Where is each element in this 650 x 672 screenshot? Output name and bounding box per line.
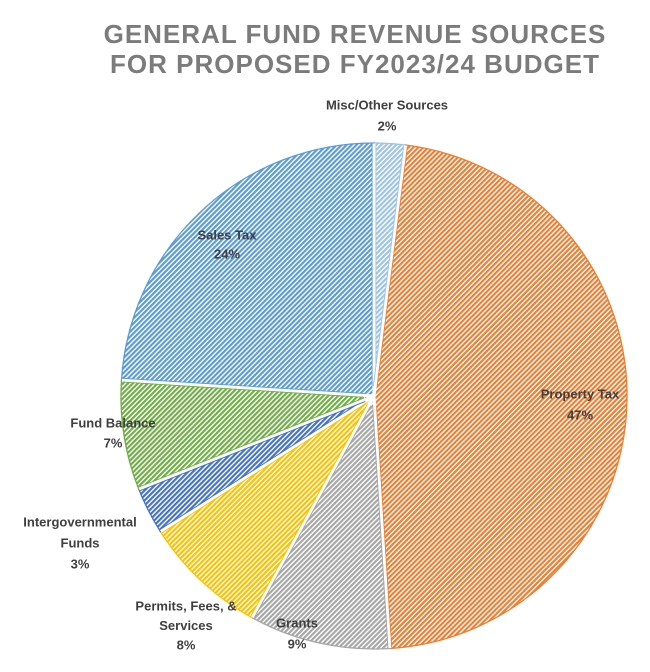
slice-label-sales-line-2: 24% (214, 246, 240, 261)
chart-title-line-2: FOR PROPOSED FY2023/24 BUDGET (110, 49, 600, 79)
slice-label-property-line-2: 47% (567, 407, 593, 422)
slice-label-misc-line-2: 2% (378, 118, 397, 133)
slice-edge-line (372, 406, 389, 648)
slice-edge-line (140, 401, 366, 491)
slice-edge-line (159, 399, 365, 530)
slice-label-fund-line-1: Fund Balance (70, 415, 155, 430)
slice-edge-line (372, 145, 405, 386)
slice-label-misc-line-1: Misc/Other Sources (326, 97, 448, 112)
slice-separator (372, 395, 392, 649)
slice-edge-line (138, 397, 365, 488)
slice-separator (121, 378, 375, 398)
pie-slice-grants (251, 393, 391, 650)
slice-label-permits-line-2: Services (159, 618, 213, 633)
slice-separator (160, 394, 375, 533)
slice-label-intergov-line-2: Funds (61, 535, 100, 550)
chart-title-line-1: GENERAL FUND REVENUE SOURCES (103, 19, 607, 49)
slice-label-grants-line-1: Grants (276, 615, 318, 630)
slice-separator (251, 395, 376, 618)
slice-edge-line (253, 405, 372, 618)
slice-label-permits-line-1: Permits, Fees, & (135, 598, 236, 613)
pie-slice-fund (120, 379, 375, 490)
slice-label-grants-line-2: 9% (288, 636, 307, 651)
slice-label-intergov-line-3: 3% (71, 556, 90, 571)
slice-edge-line (250, 403, 368, 617)
slice-label-permits-line-3: 8% (177, 637, 196, 652)
slice-separator (138, 394, 375, 491)
slice-edge-line (376, 146, 408, 387)
pie-slice-permits (159, 395, 375, 619)
slice-label-sales-line-1: Sales Tax (197, 227, 257, 242)
slice-edge-line (376, 405, 393, 648)
slice-edge-line (122, 377, 365, 394)
pie-slice-sales (120, 142, 375, 397)
slice-separator (372, 145, 408, 397)
chart-title: GENERAL FUND REVENUE SOURCES FOR PROPOSE… (55, 19, 650, 79)
slice-label-property-line-1: Property Tax (541, 386, 620, 401)
slice-label-intergov-line-1: Intergovernmental (23, 514, 136, 529)
pie-slice-property (373, 144, 628, 650)
slice-edge-line (162, 402, 367, 534)
slice-label-fund-line-2: 7% (104, 435, 123, 450)
slice-edge-line (122, 381, 364, 398)
